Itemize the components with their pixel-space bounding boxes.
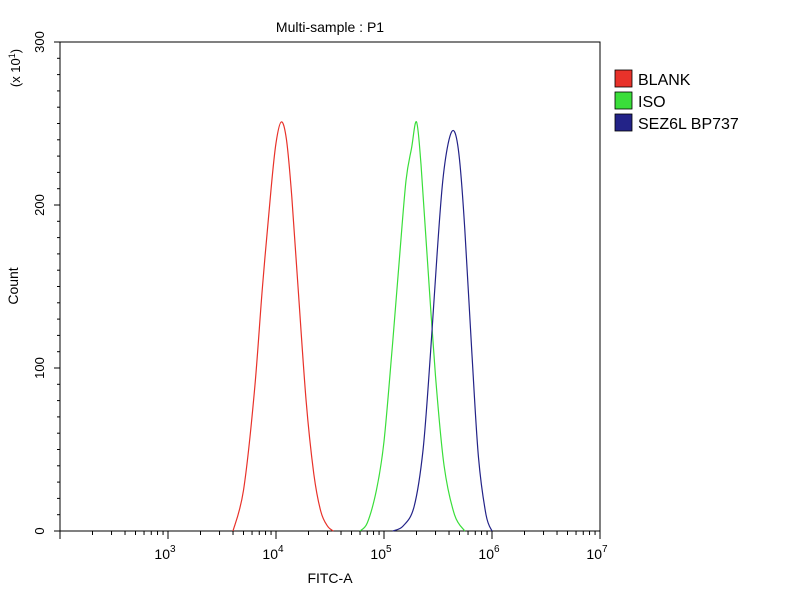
y-axis-label: Count: [5, 267, 21, 304]
x-tick-label: 104: [262, 544, 284, 562]
series-line-blank: [232, 121, 334, 532]
x-tick-base: 10: [478, 546, 494, 562]
x-tick-exponent: 7: [602, 544, 608, 555]
x-tick-label: 103: [154, 544, 176, 562]
series-layer: [232, 121, 493, 532]
y-tick-label: 200: [32, 194, 47, 216]
y-tick-label: 100: [32, 357, 47, 379]
x-tick-base: 10: [586, 546, 602, 562]
legend-label: ISO: [638, 94, 666, 111]
legend-swatch: [614, 113, 633, 132]
y-axis-ticks: 0 100 200 300: [32, 31, 60, 535]
x-tick-label: 106: [478, 544, 500, 562]
x-tick-exponent: 3: [170, 544, 176, 555]
legend-swatch: [614, 91, 633, 110]
legend-label: BLANK: [638, 72, 691, 89]
legend-swatch: [614, 69, 633, 88]
plot-frame: [59, 41, 601, 532]
chart-title: Multi-sample : P1: [276, 19, 384, 35]
x-tick-base: 10: [370, 546, 386, 562]
x-tick-base: 10: [154, 546, 170, 562]
x-axis-ticks: 103 104 105 106 107: [59, 531, 608, 562]
y-axis-multiplier: (x 101): [7, 49, 23, 87]
y-multiplier-text: (x 10: [8, 58, 23, 87]
y-tick-label: 0: [32, 527, 47, 534]
legend: BLANK ISO SEZ6L BP737: [614, 69, 739, 133]
x-tick-base: 10: [262, 546, 278, 562]
x-tick-label: 105: [370, 544, 392, 562]
x-tick-exponent: 4: [278, 544, 284, 555]
legend-label: SEZ6L BP737: [638, 116, 739, 133]
y-multiplier-close: ): [8, 49, 23, 53]
x-tick-exponent: 6: [494, 544, 500, 555]
x-tick-label: 107: [586, 544, 608, 562]
y-tick-label: 300: [32, 31, 47, 53]
series-line-iso: [359, 121, 466, 532]
y-multiplier-exponent: 1: [7, 53, 17, 58]
x-tick-exponent: 5: [386, 544, 392, 555]
series-line-sez6l-bp737: [392, 129, 493, 532]
x-axis-label: FITC-A: [307, 570, 353, 586]
